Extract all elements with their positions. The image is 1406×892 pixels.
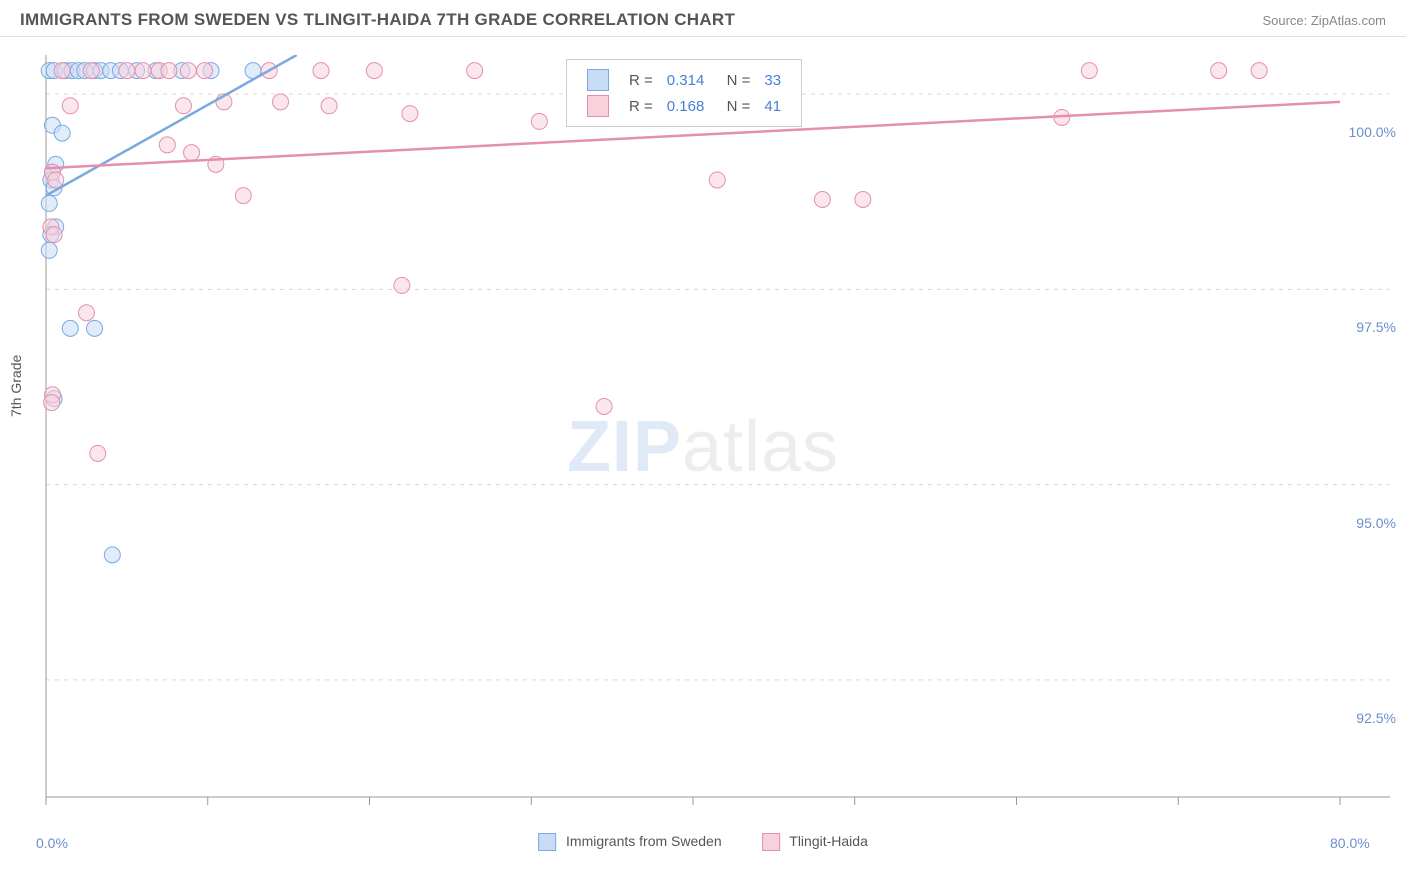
scatter-plot-svg — [0, 37, 1406, 857]
y-tick-label: 92.5% — [1356, 710, 1396, 726]
chart-header: IMMIGRANTS FROM SWEDEN VS TLINGIT-HAIDA … — [0, 0, 1406, 37]
swatch-sweden — [538, 833, 556, 851]
y-axis-label: 7th Grade — [8, 355, 24, 417]
legend-item-tlingit: Tlingit-Haida — [762, 833, 868, 851]
series-legend: Immigrants from Sweden Tlingit-Haida — [538, 833, 868, 851]
x-tick-label: 80.0% — [1330, 835, 1370, 851]
chart-container: ZIPatlas 7th Grade R =0.314 N =33 R =0.1… — [0, 37, 1406, 857]
source-attribution: Source: ZipAtlas.com — [1262, 13, 1386, 28]
legend-label-tlingit: Tlingit-Haida — [789, 833, 868, 849]
swatch-tlingit — [762, 833, 780, 851]
legend-item-sweden: Immigrants from Sweden — [538, 833, 722, 851]
y-tick-label: 100.0% — [1349, 124, 1396, 140]
x-tick-label: 0.0% — [36, 835, 68, 851]
y-tick-label: 95.0% — [1356, 515, 1396, 531]
y-tick-label: 97.5% — [1356, 319, 1396, 335]
correlation-legend: R =0.314 N =33 R =0.168 N =41 — [566, 59, 802, 127]
legend-label-sweden: Immigrants from Sweden — [566, 833, 722, 849]
chart-title: IMMIGRANTS FROM SWEDEN VS TLINGIT-HAIDA … — [20, 10, 735, 30]
